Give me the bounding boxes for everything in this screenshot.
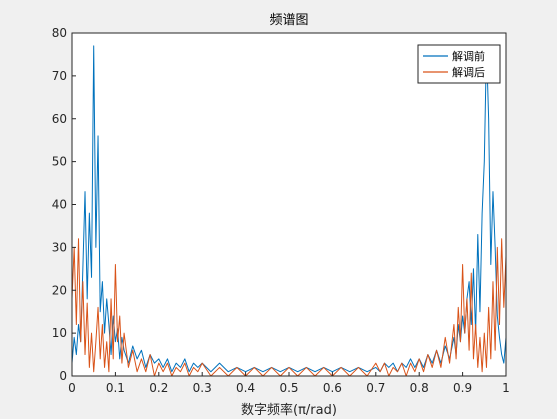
x-tick-label: 0.8 <box>410 381 429 395</box>
x-tick-label: 0.9 <box>453 381 472 395</box>
y-tick-label: 20 <box>52 283 67 297</box>
tick-layer: 0 0.1 0.2 0.3 0.4 0.5 0.6 0.7 0.8 0.9 101020304050… <box>52 26 510 395</box>
y-tick-label: 80 <box>52 26 67 40</box>
x-tick-label: 0.5 <box>279 381 298 395</box>
legend: 解调前 解调后 <box>417 44 501 84</box>
x-tick-label: 1 <box>502 381 510 395</box>
legend-label-1: 解调后 <box>452 65 485 79</box>
x-tick-label: 0.3 <box>193 381 212 395</box>
chart-title: 频谱图 <box>269 13 308 28</box>
x-tick-label: 0 <box>68 381 76 395</box>
legend-box <box>417 44 501 84</box>
x-axis-label: 数字频率(π/rad) <box>241 402 337 418</box>
series-line-1 <box>71 238 507 377</box>
y-tick-label: 30 <box>52 240 67 254</box>
y-tick-label: 40 <box>52 198 67 212</box>
y-tick-label: 70 <box>52 69 67 83</box>
y-tick-label: 10 <box>52 326 67 340</box>
x-tick-label: 0.6 <box>323 381 342 395</box>
x-tick-label: 0.1 <box>106 381 125 395</box>
plot-area <box>72 33 506 376</box>
y-tick-label: 0 <box>59 369 67 383</box>
y-tick-label: 60 <box>52 112 67 126</box>
y-tick-label: 50 <box>52 155 67 169</box>
legend-label-0: 解调前 <box>452 49 485 63</box>
x-tick-label: 0.2 <box>149 381 168 395</box>
x-tick-label: 0.4 <box>236 381 255 395</box>
x-tick-label: 0.7 <box>366 381 385 395</box>
series-layer <box>71 45 507 377</box>
